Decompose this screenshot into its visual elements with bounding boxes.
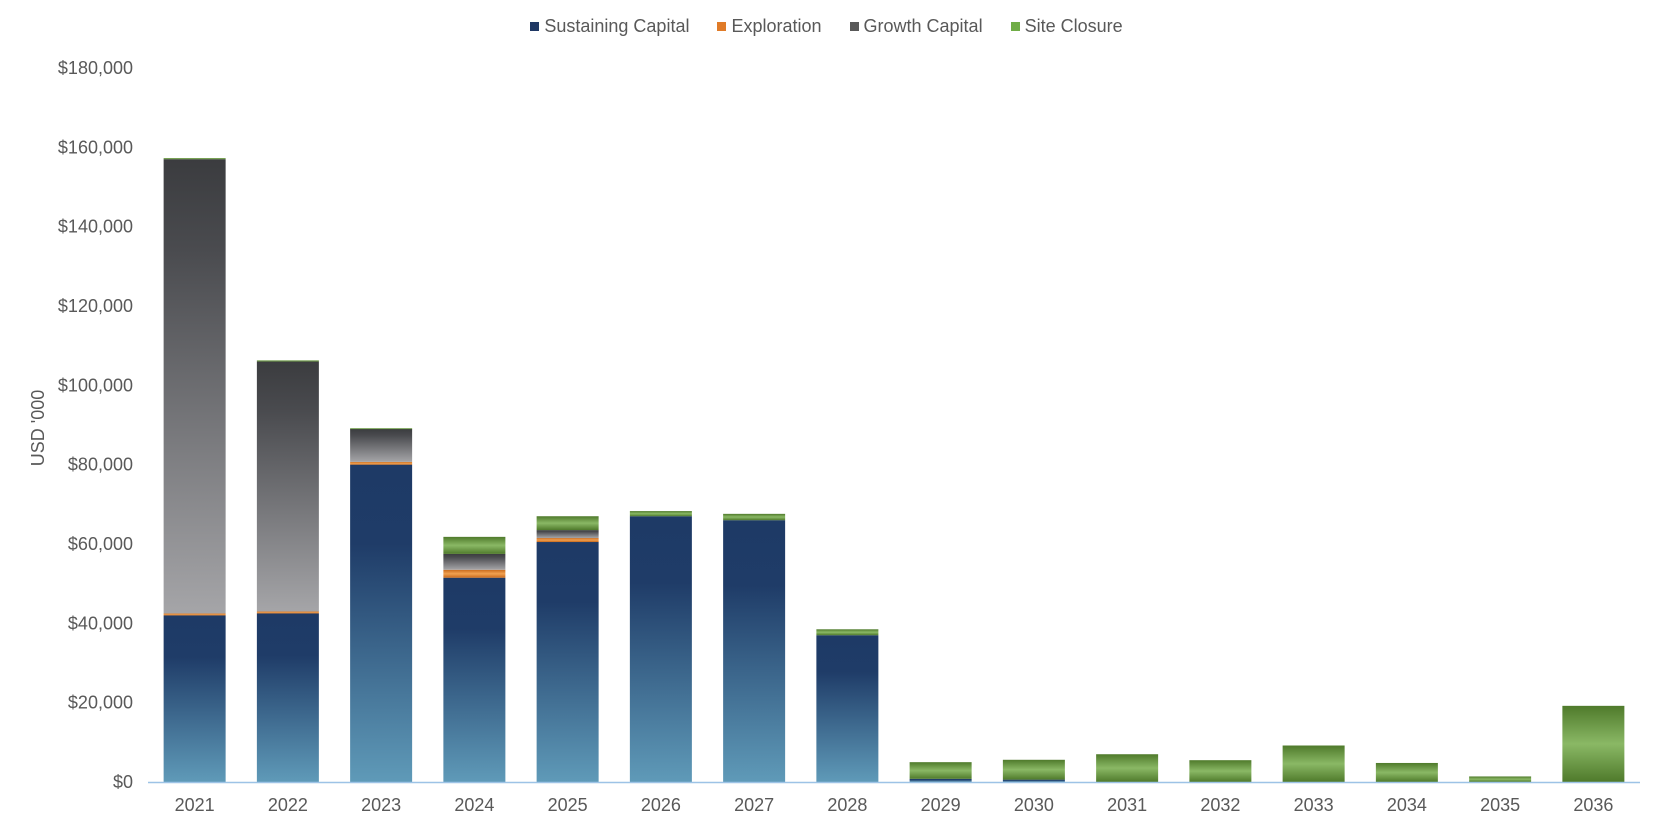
bar-sustaining-capital-2026 <box>629 516 692 782</box>
bar-growth-capital-2024 <box>443 553 506 570</box>
x-tick-label: 2027 <box>734 795 774 815</box>
y-axis: $0 $20,000 $40,000 $60,000 $80,000 $100,000 $1… <box>58 58 133 792</box>
x-tick-label: 2034 <box>1387 795 1427 815</box>
bar-site-closure-2026 <box>629 511 692 517</box>
bar-sustaining-capital-2022 <box>256 613 319 782</box>
bar-site-closure-2031 <box>1096 754 1159 782</box>
legend-item-sustaining-capital: Sustaining Capital <box>530 16 689 37</box>
x-tick-label: 2032 <box>1200 795 1240 815</box>
bar-exploration-2022 <box>256 611 319 614</box>
legend-label: Sustaining Capital <box>544 16 690 36</box>
y-axis-title: USD '000 <box>28 390 48 466</box>
bar-exploration-2023 <box>350 461 413 465</box>
y-tick-label: $40,000 <box>68 613 133 633</box>
y-tick-label: $20,000 <box>68 693 133 713</box>
bar-site-closure-2035 <box>1469 776 1532 782</box>
bar-site-closure-2033 <box>1282 745 1345 782</box>
bar-site-closure-2029 <box>909 762 972 779</box>
x-tick-label: 2036 <box>1573 795 1613 815</box>
legend-item-growth-capital: Growth Capital <box>849 16 983 37</box>
bar-growth-capital-2025 <box>536 530 599 539</box>
x-tick-label: 2021 <box>175 795 215 815</box>
bar-site-closure-2023 <box>350 428 413 430</box>
y-tick-label: $0 <box>113 772 133 792</box>
x-tick-label: 2028 <box>827 795 867 815</box>
x-tick-label: 2033 <box>1294 795 1334 815</box>
legend-item-exploration: Exploration <box>717 16 822 37</box>
bar-sustaining-capital-2021 <box>163 615 226 782</box>
bar-growth-capital-2022 <box>256 361 319 612</box>
bar-exploration-2024 <box>443 569 506 578</box>
legend-label: Site Closure <box>1024 16 1123 36</box>
y-tick-label: $120,000 <box>58 296 133 316</box>
bar-sustaining-capital-2027 <box>723 520 786 782</box>
bar-site-closure-2025 <box>536 516 599 531</box>
bar-site-closure-2022 <box>256 360 319 362</box>
bar-site-closure-2024 <box>443 536 506 554</box>
bar-site-closure-2036 <box>1562 705 1625 782</box>
bar-sustaining-capital-2029 <box>909 778 972 782</box>
x-axis: 2021 2022 2023 2024 2025 2026 2027 2028 2029 2030… <box>148 781 1640 815</box>
y-tick-label: $100,000 <box>58 375 133 395</box>
bar-site-closure-2027 <box>723 513 786 521</box>
x-tick-label: 2022 <box>268 795 308 815</box>
y-tick-label: $140,000 <box>58 217 133 237</box>
x-tick-label: 2031 <box>1107 795 1147 815</box>
bar-site-closure-2021 <box>163 158 226 160</box>
bar-sustaining-capital-2023 <box>350 464 413 782</box>
bar-site-closure-2034 <box>1375 762 1438 782</box>
bar-exploration-2021 <box>163 613 226 616</box>
bar-growth-capital-2023 <box>350 428 413 462</box>
bar-site-closure-2028 <box>816 629 879 636</box>
chart-legend: Sustaining Capital Exploration Growth Capi… <box>0 16 1653 37</box>
bar-site-closure-2032 <box>1189 760 1252 782</box>
y-tick-label: $60,000 <box>68 534 133 554</box>
legend-label: Exploration <box>731 16 822 36</box>
legend-swatch <box>717 22 727 31</box>
bars-group <box>163 158 1625 782</box>
bar-sustaining-capital-2030 <box>1002 779 1065 782</box>
legend-label: Growth Capital <box>863 16 983 36</box>
legend-item-site-closure: Site Closure <box>1010 16 1123 37</box>
bar-growth-capital-2021 <box>163 159 226 614</box>
x-tick-label: 2035 <box>1480 795 1520 815</box>
y-tick-label: $160,000 <box>58 137 133 157</box>
x-tick-label: 2029 <box>921 795 961 815</box>
x-tick-label: 2023 <box>361 795 401 815</box>
bar-sustaining-capital-2024 <box>443 577 506 782</box>
legend-swatch <box>849 22 859 31</box>
y-tick-label: $180,000 <box>58 58 133 78</box>
bar-site-closure-2030 <box>1002 759 1065 780</box>
legend-swatch <box>530 22 540 31</box>
legend-swatch <box>1010 22 1020 31</box>
x-tick-label: 2026 <box>641 795 681 815</box>
bar-sustaining-capital-2025 <box>536 542 599 782</box>
x-tick-label: 2030 <box>1014 795 1054 815</box>
x-tick-label: 2025 <box>548 795 588 815</box>
bar-sustaining-capital-2028 <box>816 635 879 782</box>
bar-exploration-2025 <box>536 538 599 543</box>
y-tick-label: $80,000 <box>68 455 133 475</box>
x-tick-label: 2024 <box>454 795 494 815</box>
